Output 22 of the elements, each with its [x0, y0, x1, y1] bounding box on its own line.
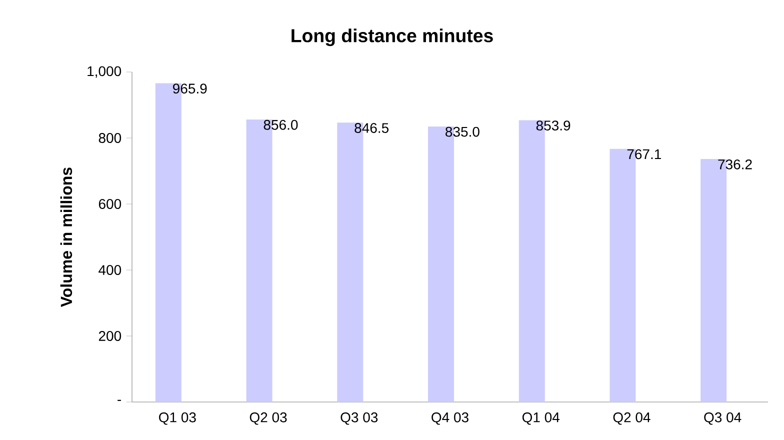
y-tick-label: 1,000 — [88, 66, 122, 78]
chart-title: Long distance minutes — [292, 28, 493, 46]
y-tick-label: - — [118, 400, 121, 401]
y-axis-title: Volume in millions — [60, 168, 72, 307]
x-tick-label: Q1 04 — [522, 412, 560, 425]
y-tick-label: 800 — [98, 133, 122, 143]
x-tick-label: Q3 03 — [340, 412, 378, 425]
y-tick-label: 200 — [98, 331, 122, 341]
x-tick-label: Q3 04 — [704, 412, 742, 425]
x-tick-label: Q2 04 — [613, 412, 650, 425]
data-label: 846.5 — [354, 123, 389, 133]
data-label: 853.9 — [536, 120, 570, 131]
data-label: 856.0 — [264, 120, 298, 130]
x-tick-label: Q2 03 — [250, 412, 287, 425]
y-tick-label: 400 — [98, 265, 122, 275]
y-tick-label: 600 — [98, 199, 122, 209]
data-label: 965.9 — [173, 84, 207, 94]
data-label: 835.0 — [446, 126, 480, 137]
x-tick-label: Q1 03 — [159, 412, 196, 425]
data-label: 767.1 — [627, 149, 661, 160]
x-tick-label: Q4 03 — [432, 412, 468, 425]
data-label: 736.2 — [718, 159, 752, 170]
